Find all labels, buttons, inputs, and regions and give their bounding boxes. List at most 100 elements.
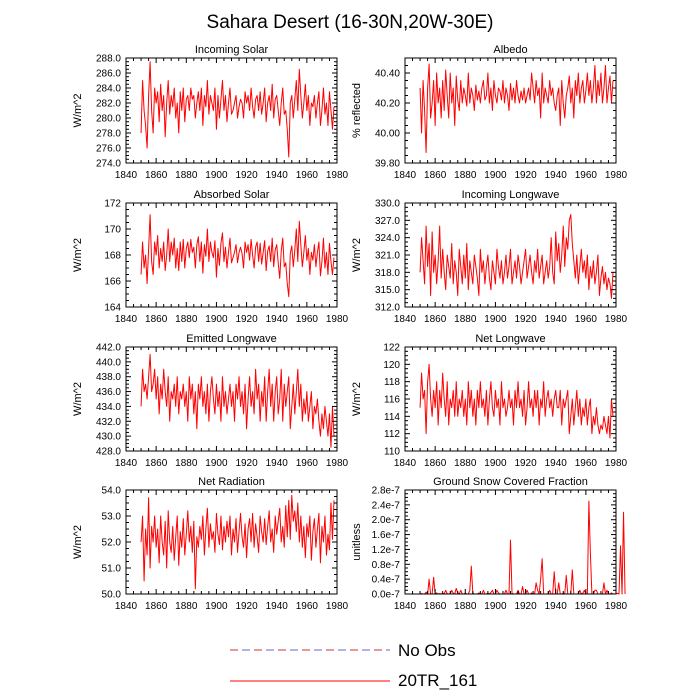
x-tick-label: 1960 <box>296 314 319 325</box>
x-tick-label: 1960 <box>575 601 598 612</box>
x-tick-label: 1860 <box>145 314 168 325</box>
x-tick-label: 1880 <box>454 458 477 469</box>
y-tick-label: 116 <box>384 395 400 406</box>
y-tick-label: 288.0 <box>96 54 121 65</box>
y-axis-label: W/m^2 <box>351 382 363 416</box>
series-line-emitted-longwave <box>140 353 335 448</box>
x-tick-label: 1840 <box>115 601 138 612</box>
panel-title: Incoming Solar <box>195 44 269 56</box>
x-tick-label: 1980 <box>326 170 349 181</box>
x-tick-label: 1900 <box>484 601 507 612</box>
panel-title: Absorbed Solar <box>194 189 270 201</box>
y-tick-label: 324.0 <box>375 233 400 244</box>
panel-emitted-longwave: 1840 1860 1880 1900 1920 1940 1960 1980 428.0 430… <box>72 333 349 469</box>
y-axis-label: W/m^2 <box>72 94 84 128</box>
x-tick-label: 1880 <box>175 458 198 469</box>
x-tick-label: 1920 <box>514 601 537 612</box>
x-tick-label: 1920 <box>235 314 258 325</box>
series-line-net-radiation <box>140 494 335 590</box>
x-tick-label: 1960 <box>296 458 319 469</box>
x-tick-label: 1960 <box>296 170 319 181</box>
x-tick-label: 1880 <box>454 601 477 612</box>
panel-title: Albedo <box>493 44 527 56</box>
x-tick-label: 1880 <box>454 170 477 181</box>
y-tick-label: 51.0 <box>102 564 122 575</box>
y-axis-label: W/m^2 <box>72 238 84 272</box>
legend-label-no-obs: No Obs <box>398 641 456 660</box>
y-tick-label: 1.6e-7 <box>372 530 401 541</box>
y-tick-label: 284.0 <box>96 84 121 95</box>
x-tick-label: 1840 <box>394 170 417 181</box>
y-tick-label: 327.0 <box>375 216 400 227</box>
x-tick-label: 1840 <box>115 458 138 469</box>
x-tick-label: 1920 <box>514 314 537 325</box>
x-tick-label: 1860 <box>424 170 447 181</box>
legend: No Obs 20TR_161 <box>230 641 477 690</box>
y-tick-label: 276.0 <box>96 144 121 155</box>
y-tick-label: 172 <box>104 199 121 210</box>
x-tick-label: 1880 <box>175 170 198 181</box>
x-tick-label: 1900 <box>205 314 228 325</box>
x-tick-label: 1880 <box>175 601 198 612</box>
panel-title: Net Longwave <box>475 333 545 345</box>
x-tick-label: 1840 <box>115 170 138 181</box>
y-tick-label: 1.2e-7 <box>372 545 401 556</box>
y-tick-label: 0.8e-7 <box>372 560 401 571</box>
x-tick-label: 1900 <box>484 458 507 469</box>
y-tick-label: 2.4e-7 <box>372 500 401 511</box>
series-line-incoming-longwave <box>419 214 614 299</box>
x-tick-label: 1940 <box>545 314 568 325</box>
x-tick-label: 1960 <box>575 170 598 181</box>
panel-title: Net Radiation <box>198 476 265 488</box>
x-tick-label: 1920 <box>235 601 258 612</box>
y-tick-label: 114 <box>384 412 400 423</box>
legend-label-20tr-161: 20TR_161 <box>398 671 477 690</box>
x-tick-label: 1980 <box>605 601 628 612</box>
x-tick-label: 1940 <box>266 458 289 469</box>
x-tick-label: 1940 <box>545 601 568 612</box>
x-tick-label: 1900 <box>205 601 228 612</box>
y-tick-label: 0.4e-7 <box>372 575 401 586</box>
panel-incoming-solar: 1840 1860 1880 1900 1920 1940 1960 1980 274.0 276… <box>72 44 349 181</box>
y-axis-label: % reflected <box>351 83 363 138</box>
x-tick-label: 1880 <box>175 314 198 325</box>
x-tick-label: 1980 <box>326 601 349 612</box>
x-tick-label: 1920 <box>235 458 258 469</box>
y-tick-label: 170 <box>104 225 121 236</box>
x-tick-label: 1960 <box>575 458 598 469</box>
y-tick-label: 112 <box>384 429 400 440</box>
panel-net-longwave: 1840 1860 1880 1900 1920 1940 1960 1980 110 112 11… <box>351 333 628 469</box>
x-tick-label: 1980 <box>605 314 628 325</box>
y-tick-label: 280.0 <box>96 114 121 125</box>
x-tick-label: 1940 <box>266 314 289 325</box>
y-tick-label: 52.0 <box>102 538 122 549</box>
x-tick-label: 1840 <box>394 601 417 612</box>
x-tick-label: 1860 <box>145 601 168 612</box>
y-axis-label: unitless <box>351 523 363 561</box>
series-line-albedo <box>419 63 614 153</box>
y-tick-label: 168 <box>104 251 121 262</box>
x-tick-label: 1840 <box>115 314 138 325</box>
x-tick-label: 1980 <box>605 170 628 181</box>
y-tick-label: 432.0 <box>96 417 121 428</box>
y-tick-label: 434.0 <box>96 402 121 413</box>
y-tick-label: 2.0e-7 <box>372 515 401 526</box>
panel-incoming-longwave: 1840 1860 1880 1900 1920 1940 1960 1980 312.0 315… <box>351 189 628 325</box>
series-line-absorbed-solar <box>140 214 335 298</box>
x-tick-label: 1860 <box>424 458 447 469</box>
y-tick-label: 122 <box>383 343 400 354</box>
y-tick-label: 321.0 <box>375 251 400 262</box>
y-tick-label: 120 <box>383 360 400 371</box>
y-tick-label: 0.0e-7 <box>372 590 401 601</box>
panel-title: Emitted Longwave <box>186 333 277 345</box>
figure-title: Sahara Desert (16-30N,20W-30E) <box>207 12 494 33</box>
y-tick-label: 278.0 <box>96 129 121 140</box>
plot-frame <box>404 346 617 452</box>
y-tick-label: 40.20 <box>375 99 400 110</box>
x-tick-label: 1900 <box>205 170 228 181</box>
y-tick-label: 274.0 <box>96 159 121 170</box>
y-tick-label: 312.0 <box>375 303 400 314</box>
x-tick-label: 1960 <box>575 314 598 325</box>
x-tick-label: 1900 <box>484 314 507 325</box>
panel-absorbed-solar: 1840 1860 1880 1900 1920 1940 1960 1980 164 166 16… <box>72 189 349 325</box>
